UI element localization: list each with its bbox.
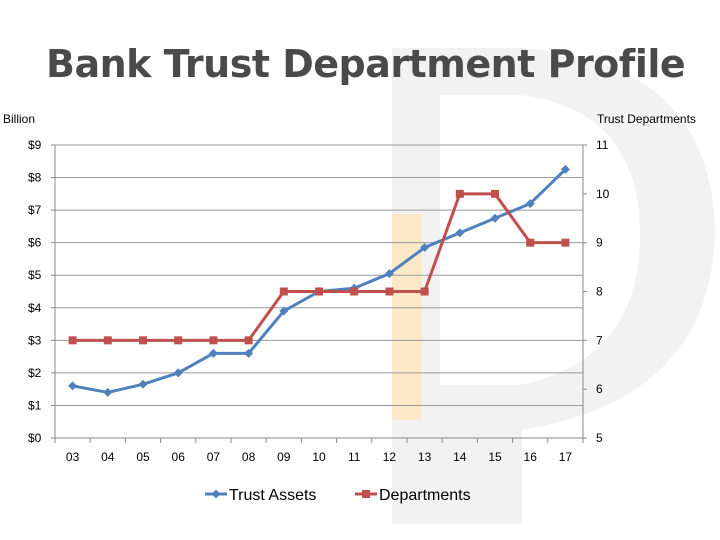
page-title: Bank Trust Department Profile (46, 42, 686, 86)
y2-tick-label: 6 (596, 382, 603, 396)
data-point-trust-assets (279, 306, 289, 316)
y2-tick-label: 11 (596, 138, 609, 152)
y-tick-label: $0 (28, 431, 42, 445)
y-tick-label: $9 (28, 138, 42, 152)
data-point-departments (103, 336, 112, 345)
data-point-departments (68, 336, 77, 345)
data-point-trust-assets (68, 381, 78, 391)
data-point-departments (455, 189, 464, 198)
y2-tick-label: 5 (596, 431, 603, 445)
data-point-departments (561, 238, 570, 247)
data-point-departments (209, 336, 218, 345)
y-tick-label: $4 (28, 301, 42, 315)
data-point-trust-assets (384, 269, 394, 279)
y-tick-label: $5 (28, 268, 42, 282)
x-tick-label: 17 (559, 450, 573, 464)
x-tick-label: 13 (418, 450, 432, 464)
data-point-departments (526, 238, 535, 247)
y2-tick-label: 9 (596, 236, 603, 250)
y2-axis-title: Trust Departments (597, 112, 696, 126)
data-point-trust-assets (420, 243, 430, 253)
y2-tick-label: 8 (596, 285, 603, 299)
data-point-departments (315, 287, 323, 296)
legend-label-departments: Departments (379, 487, 471, 504)
data-point-trust-assets (103, 387, 113, 397)
y2-tick-label: 10 (596, 187, 610, 201)
x-tick-label: 10 (312, 450, 326, 464)
x-tick-label: 14 (453, 450, 467, 464)
x-tick-label: 15 (488, 450, 502, 464)
data-point-trust-assets (173, 368, 183, 378)
data-point-trust-assets (208, 348, 218, 358)
data-point-departments (350, 287, 359, 296)
y-tick-label: $2 (28, 366, 42, 380)
x-tick-label: 06 (172, 450, 186, 464)
data-point-departments (244, 336, 253, 345)
y-axis-title: Billion (3, 112, 36, 126)
legend-marker-departments (362, 490, 370, 498)
y-tick-label: $3 (28, 333, 42, 347)
y2-tick-label: 7 (596, 333, 603, 347)
x-tick-label: 09 (277, 450, 291, 464)
series-line-departments (72, 192, 566, 342)
series-line-trust-assets (72, 168, 567, 394)
x-tick-label: 16 (524, 450, 538, 464)
x-tick-label: 03 (66, 450, 80, 464)
x-tick-label: 12 (383, 450, 397, 464)
x-tick-label: 07 (207, 450, 221, 464)
data-point-departments (279, 287, 288, 296)
x-tick-label: 08 (242, 450, 256, 464)
legend-marker-trust-assets (211, 489, 221, 499)
data-point-departments (174, 336, 183, 345)
x-tick-label: 11 (348, 450, 361, 464)
legend-label-trust-assets: Trust Assets (229, 487, 316, 504)
y-tick-label: $6 (28, 236, 42, 250)
data-point-trust-assets (138, 379, 148, 389)
y-tick-label: $7 (28, 203, 42, 217)
y-tick-label: $1 (28, 398, 42, 412)
data-point-trust-assets (525, 199, 535, 209)
data-point-departments (385, 287, 394, 296)
data-point-trust-assets (490, 213, 500, 223)
data-point-trust-assets (560, 164, 570, 174)
x-tick-label: 05 (136, 450, 150, 464)
data-point-trust-assets (455, 228, 465, 238)
data-point-trust-assets (244, 348, 254, 358)
x-tick-label: 04 (101, 450, 115, 464)
data-point-departments (139, 336, 147, 345)
y-tick-label: $8 (28, 171, 42, 185)
data-point-departments (420, 287, 429, 296)
data-point-departments (491, 189, 499, 198)
